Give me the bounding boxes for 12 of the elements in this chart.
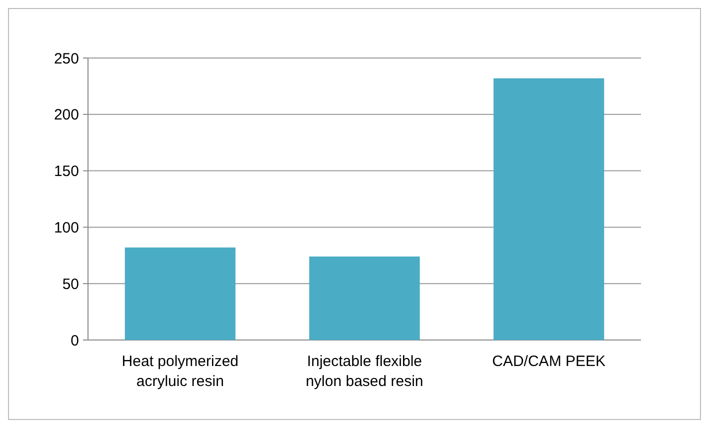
y-tick-label: 0 (70, 332, 79, 350)
y-tick-label: 50 (62, 276, 79, 293)
bar (494, 78, 604, 340)
x-tick-label: Injectable flexible nylon based resin (306, 353, 424, 390)
bar (309, 256, 420, 340)
y-tick-label: 250 (54, 50, 79, 68)
y-tick-label: 100 (54, 219, 79, 236)
x-tick-label: CAD/CAM PEEK (492, 353, 606, 370)
y-tick-label: 200 (54, 106, 79, 124)
bar (124, 248, 236, 340)
x-tick-label: Heat polymerized acryluic resin (122, 353, 239, 390)
y-tick-label: 150 (54, 163, 79, 180)
